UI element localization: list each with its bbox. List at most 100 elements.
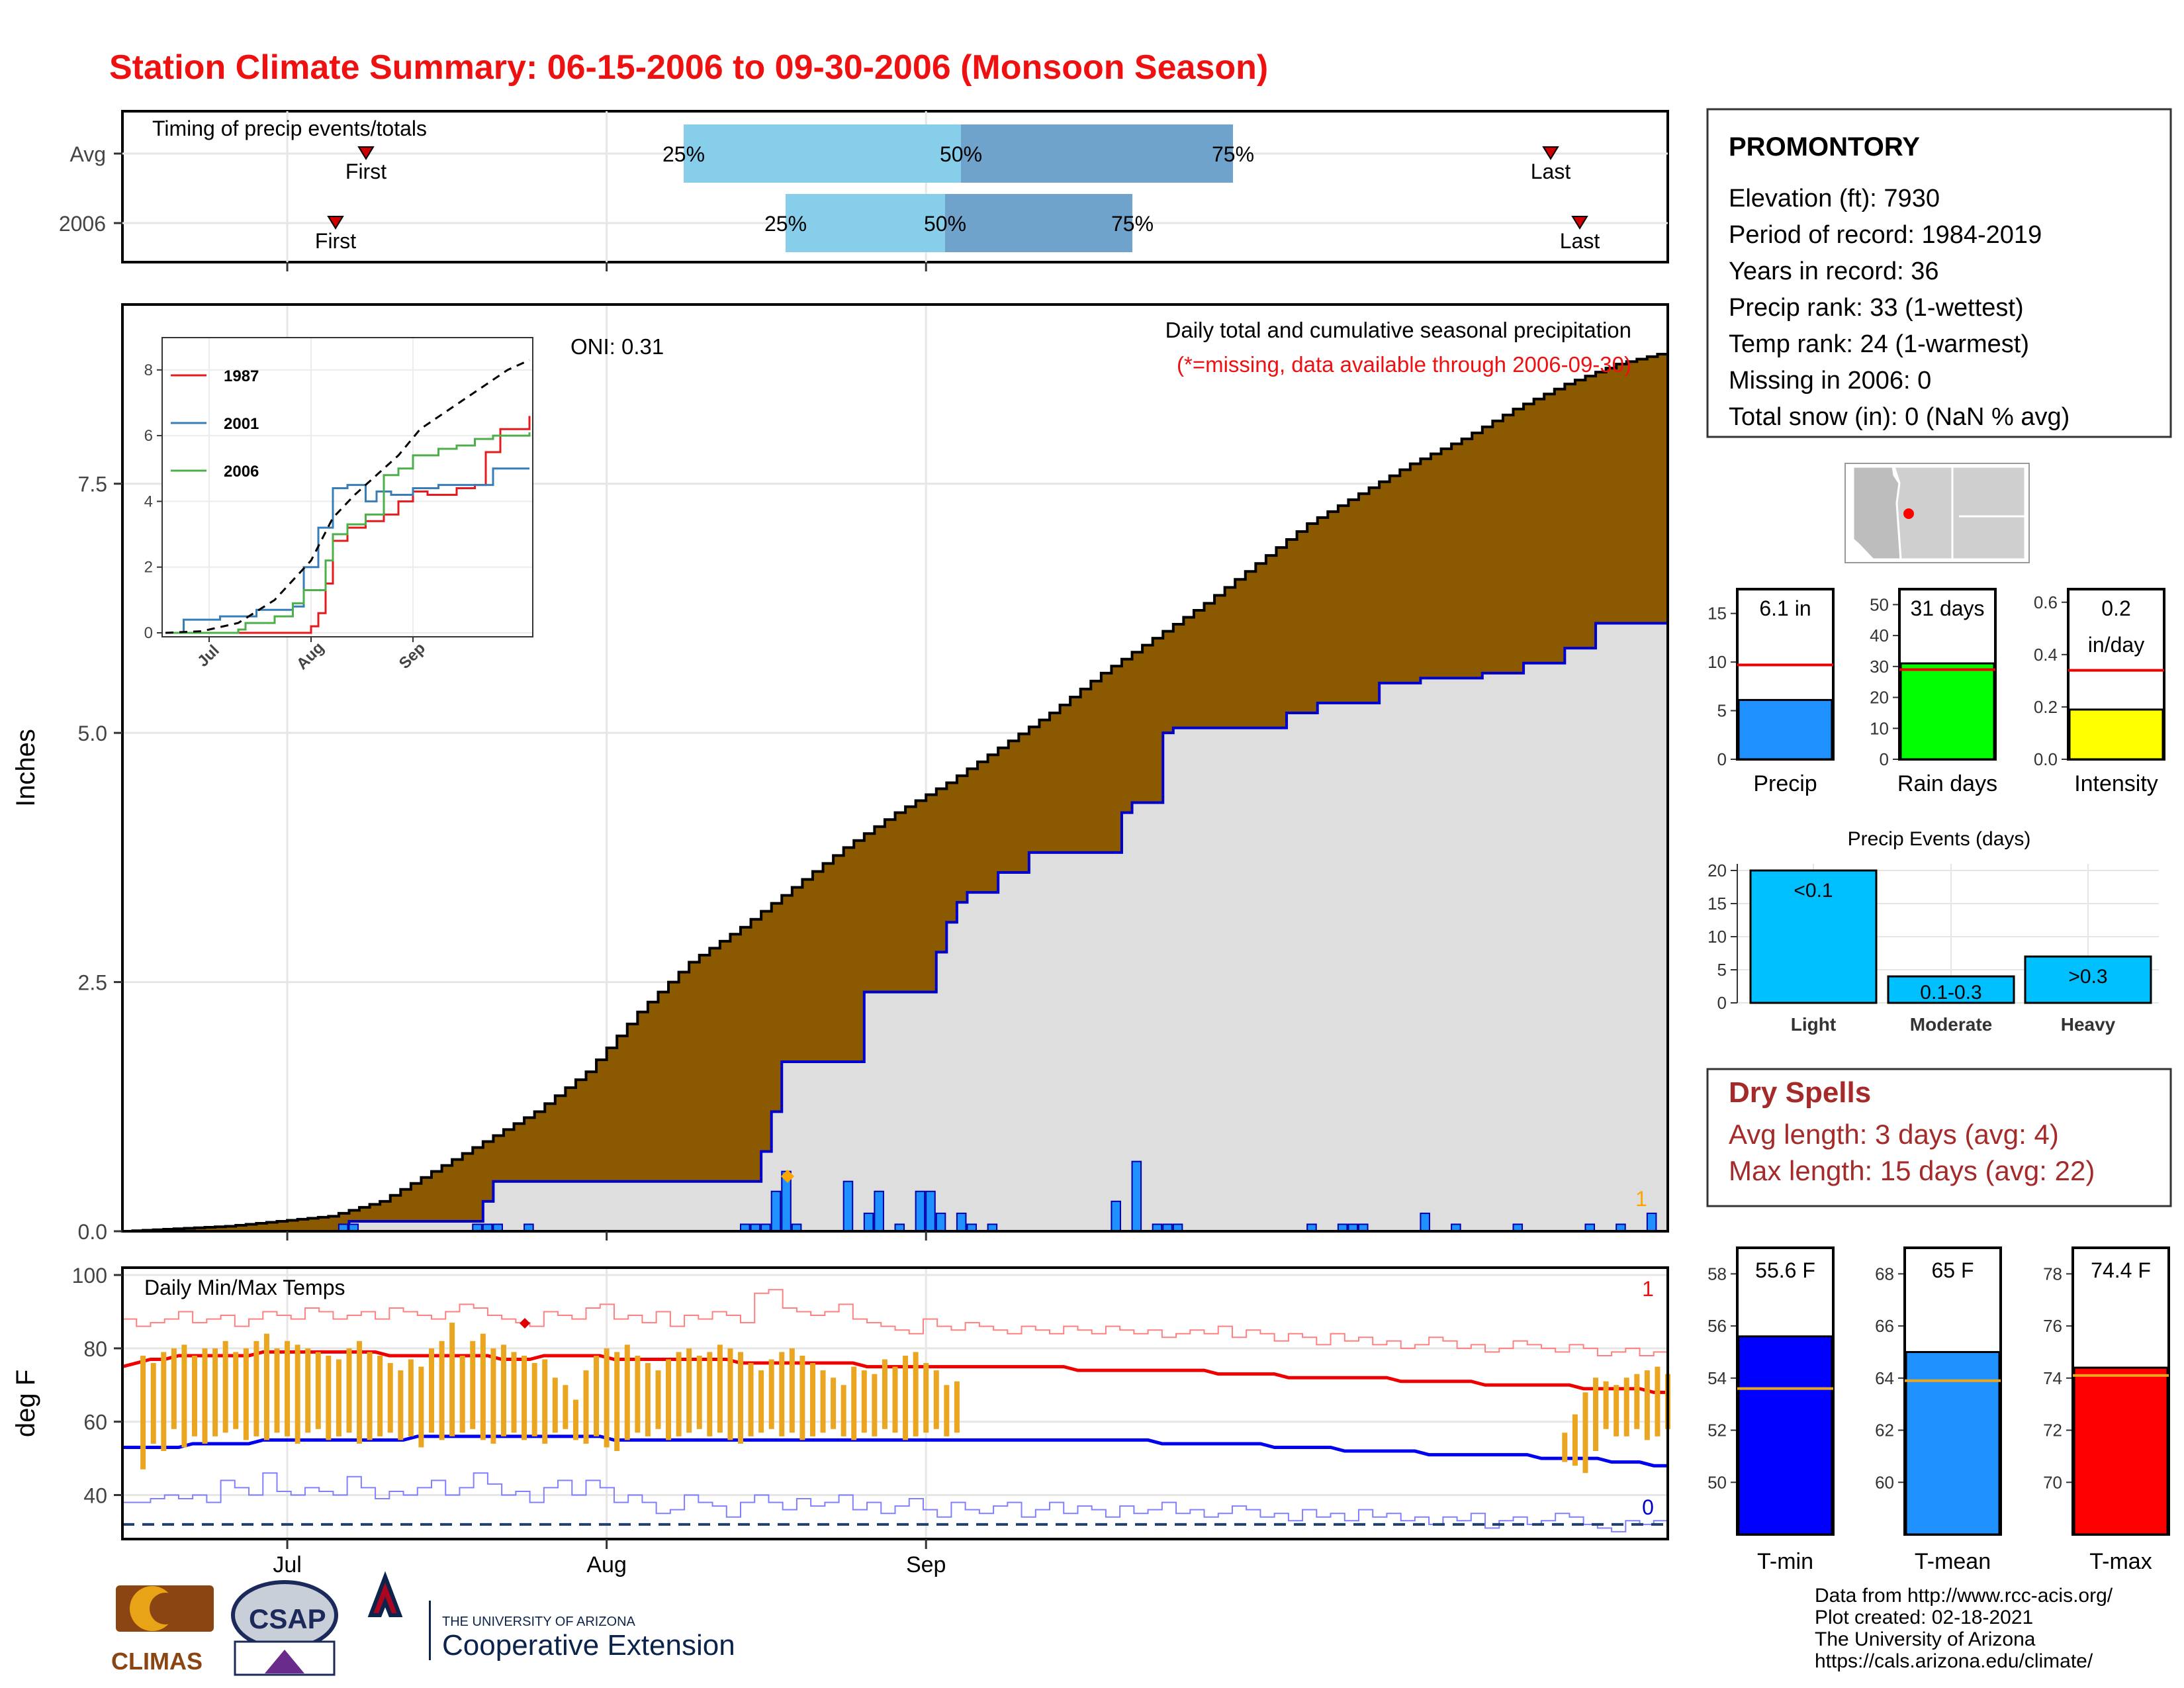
temp-range-bar xyxy=(799,1355,805,1440)
summary-bar-label: Rain days xyxy=(1897,771,1997,796)
summary-y-tick-label: 15 xyxy=(1707,604,1727,624)
temp-range-bar xyxy=(594,1355,600,1436)
footer-line: Data from http://www.rcc-acis.org/ xyxy=(1815,1585,2113,1607)
daily-precip-bar xyxy=(874,1190,884,1232)
footer-line: https://cals.arizona.edu/climate/ xyxy=(1815,1650,2093,1672)
inset-average-line xyxy=(165,359,530,634)
station-info-line: Precip rank: 33 (1-wettest) xyxy=(1729,294,2024,322)
temp-summary-y-tick-label: 58 xyxy=(1707,1264,1727,1284)
first-marker xyxy=(327,216,344,230)
summary-y-tick-label: 0 xyxy=(1880,749,1889,769)
temp-range-bar xyxy=(191,1355,197,1436)
temp-range-bar xyxy=(748,1363,754,1436)
temp-range-bar xyxy=(851,1366,857,1440)
climas-logo: CLIMAS xyxy=(111,1585,214,1675)
temp-range-bar xyxy=(820,1370,826,1433)
timing-row-label: Avg xyxy=(69,142,106,166)
temp-range-bar xyxy=(222,1340,228,1433)
temp-range-bar xyxy=(913,1352,919,1436)
precip-ylabel: Inches xyxy=(11,729,40,807)
missing-note: (*=missing, data available through 2006-… xyxy=(1177,352,1631,377)
temp-summary-y-tick-label: 78 xyxy=(2043,1264,2062,1284)
temp-range-bar xyxy=(944,1385,950,1436)
event-bar-label: Heavy xyxy=(2061,1014,2116,1035)
temp-range-bar xyxy=(367,1352,373,1440)
events-y-tick-label: 5 xyxy=(1717,960,1727,980)
last-marker xyxy=(1542,146,1559,160)
timing-row-label: 2006 xyxy=(59,212,106,236)
temp-range-bar xyxy=(563,1385,569,1429)
temp-summary-y-tick-label: 76 xyxy=(2043,1316,2062,1336)
temp-range-bar xyxy=(882,1359,887,1429)
region-shape xyxy=(1892,465,2026,561)
temp-range-bar xyxy=(903,1355,909,1440)
record-low-line xyxy=(122,1472,1668,1532)
event-bar-light xyxy=(1749,869,1878,1004)
avg-min-line xyxy=(122,1434,1668,1468)
summary-bar-1 xyxy=(1899,662,1995,761)
timing-bar-lower xyxy=(786,194,945,252)
temp-range-bar xyxy=(253,1340,259,1436)
precip-caption: Daily total and cumulative seasonal prec… xyxy=(1165,318,1631,342)
summary-y-tick-label: 10 xyxy=(1870,718,1889,738)
temp-summary-y-tick-label: 70 xyxy=(2043,1472,2062,1492)
events-y-tick-label: 0 xyxy=(1717,993,1727,1013)
timing-panel: Timing of precip events/totals 25% 50% 75%… xyxy=(59,110,1669,263)
inset-y-tick-label: 8 xyxy=(144,361,153,379)
temp-range-bar xyxy=(861,1370,867,1433)
temp-range-bar xyxy=(614,1352,620,1452)
temp-range-bar xyxy=(315,1352,321,1429)
temp-bottom-count: 0 xyxy=(1642,1495,1654,1519)
daily-precip-bar xyxy=(1131,1160,1142,1233)
temp-range-bar xyxy=(552,1378,558,1433)
p75-label: 75% xyxy=(1212,142,1254,166)
temp-range-bar xyxy=(490,1348,496,1444)
inset-y-tick-label: 0 xyxy=(144,624,153,642)
summary-bar-label: Intensity xyxy=(2074,771,2158,796)
temp-range-bar xyxy=(418,1366,424,1448)
temp-range-bar xyxy=(1603,1381,1609,1429)
temp-summary-y-tick-label: 62 xyxy=(1875,1421,1894,1440)
inset-y-tick-label: 6 xyxy=(144,427,153,445)
station-info-line: Elevation (ft): 7930 xyxy=(1729,185,1940,212)
temp-range-bar xyxy=(696,1355,702,1429)
temp-range-bar xyxy=(150,1363,156,1444)
temp-range-bar xyxy=(387,1363,393,1433)
precip-frame xyxy=(121,303,1669,1233)
temp-range-bar xyxy=(572,1399,578,1440)
temp-range-bar xyxy=(295,1344,300,1444)
station-info-line: Temp rank: 24 (1-warmest) xyxy=(1729,330,2029,358)
state-border xyxy=(1951,467,2025,559)
summary-value-label: 31 days xyxy=(1910,596,1984,620)
temp-ylabel: deg F xyxy=(11,1370,40,1437)
ua-logo-big: Cooperative Extension xyxy=(442,1629,735,1662)
inset-y-tick-label: 4 xyxy=(144,492,153,510)
temp-range-bar xyxy=(676,1352,682,1436)
inset-frame xyxy=(161,337,533,637)
y-tick-label: 5.0 xyxy=(78,722,107,745)
station-lines: Elevation (ft): 7930 Period of record: 19… xyxy=(1729,185,2070,431)
y-tick-label: 60 xyxy=(83,1411,107,1434)
temp-summary-label: T-mean xyxy=(1915,1549,1991,1574)
csap-logo-text: CSAP xyxy=(249,1603,326,1634)
temp-range-bar xyxy=(511,1352,517,1433)
y-tick-label: 40 xyxy=(83,1484,107,1508)
station-info-line: Period of record: 1984-2019 xyxy=(1729,221,2042,249)
inset-y-tick-label: 2 xyxy=(144,559,153,577)
temp-range-bars xyxy=(140,1323,1670,1474)
temp-range-bar xyxy=(686,1348,692,1433)
climas-logo-text: CLIMAS xyxy=(111,1648,203,1675)
daily-precip-bar xyxy=(863,1212,874,1232)
station-info-line: Years in record: 36 xyxy=(1729,258,1939,285)
temp-range-bar xyxy=(1614,1385,1619,1436)
footer-line: The University of Arizona xyxy=(1815,1628,2036,1650)
temp-range-bar xyxy=(872,1374,878,1436)
temp-range-bar xyxy=(1582,1392,1588,1474)
events-bars: 0 5 10 15 20 <0.1 Light 0.1-0.3 Moderate >0.3 Heav… xyxy=(1707,861,2159,1035)
temp-range-bar xyxy=(841,1385,846,1436)
temp-summary-y-tick-label: 68 xyxy=(1875,1264,1894,1284)
temp-summary-y-tick-label: 54 xyxy=(1707,1368,1727,1388)
temp-range-bar xyxy=(923,1363,929,1433)
temp-range-bar xyxy=(624,1344,630,1440)
first-marker-label: First xyxy=(315,229,356,253)
